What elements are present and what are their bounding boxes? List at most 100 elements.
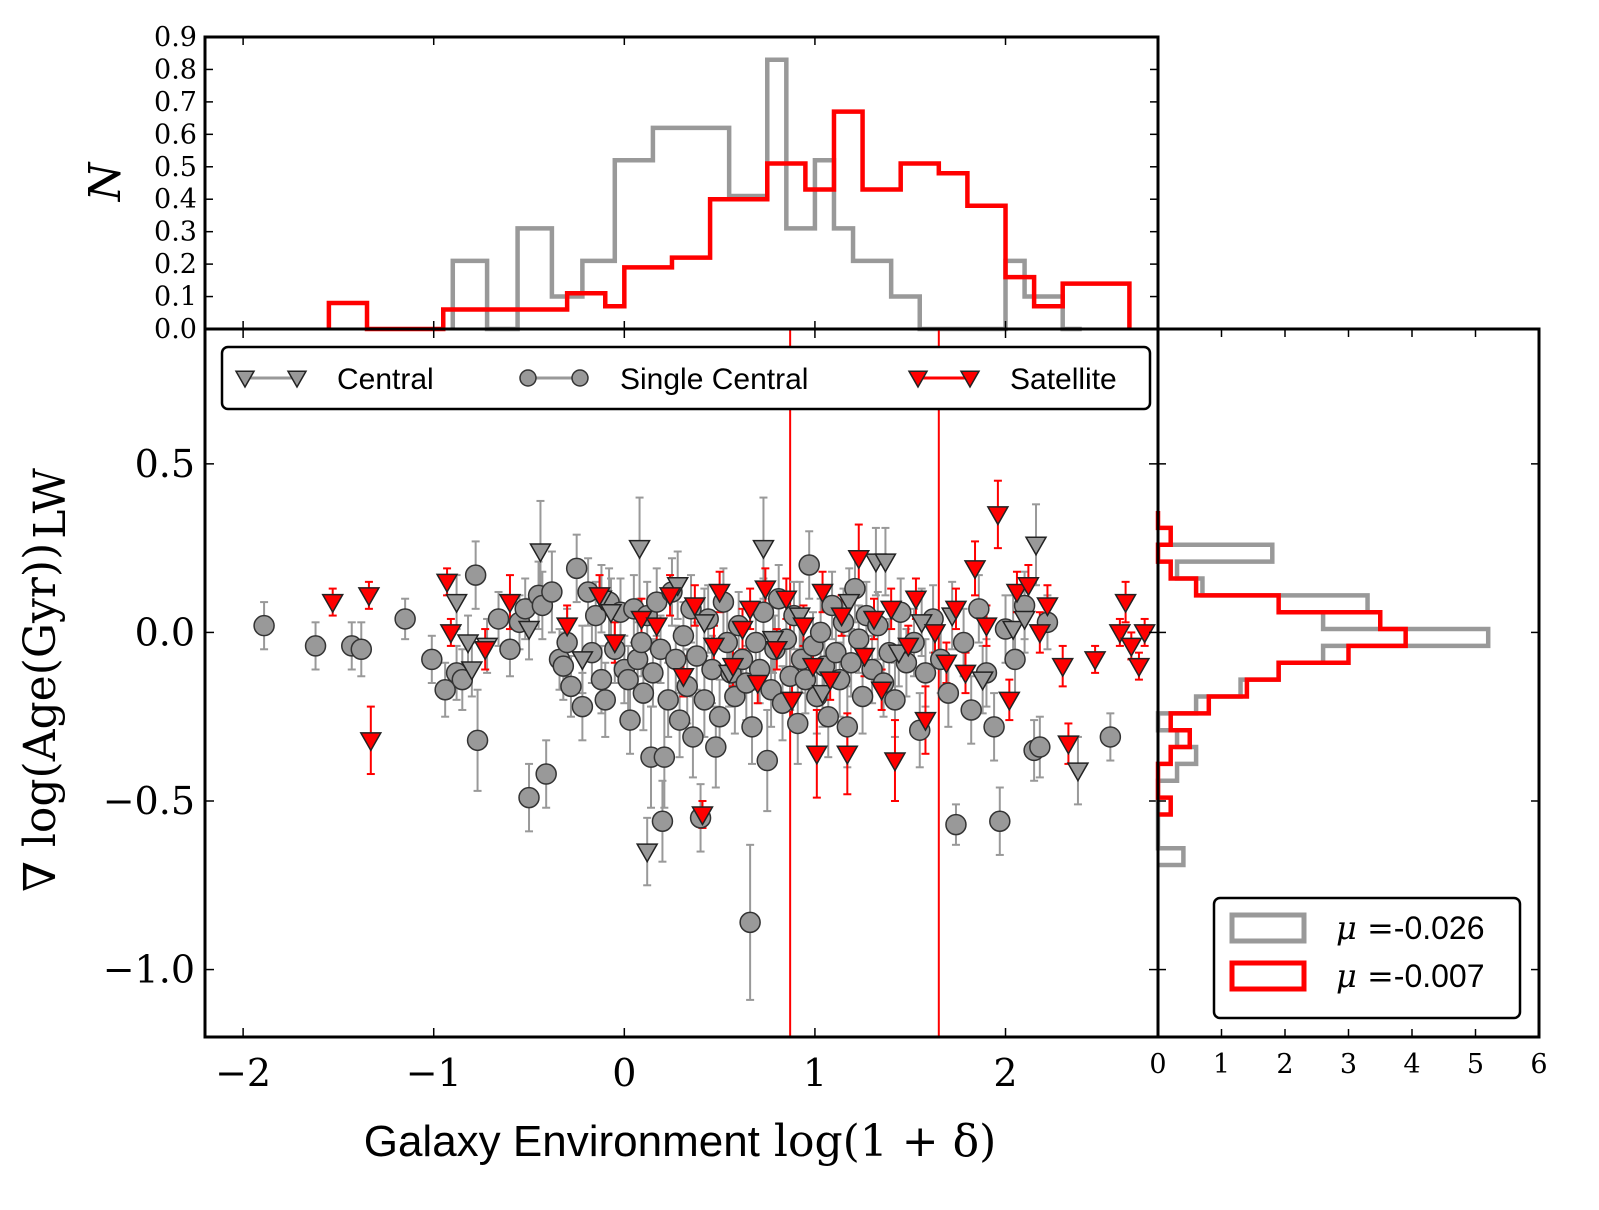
central-point <box>1024 536 1048 557</box>
legend-marker-single_central <box>519 369 537 387</box>
right-xtick-label: 3 <box>1340 1049 1357 1080</box>
top-ytick-label: 0.5 <box>154 152 197 183</box>
single_central-point <box>836 716 859 738</box>
right-legend-label-satellite_hist: μ =-0.007 <box>1336 957 1485 995</box>
satellite-point <box>746 674 770 695</box>
satellite-point <box>672 668 695 688</box>
top-hist-satellite-step <box>326 109 1132 332</box>
satellite-point <box>439 624 463 644</box>
scatter-xtick-label: −2 <box>215 1051 271 1095</box>
single_central-point <box>798 554 820 576</box>
satellite-point <box>708 583 731 604</box>
satellite-point <box>473 641 497 661</box>
satellite-point <box>954 664 977 685</box>
legend-label-satellite: Satellite <box>1010 363 1117 396</box>
satellite-point <box>1120 637 1143 658</box>
single_central-point <box>518 786 540 809</box>
right-xtick-label: 4 <box>1403 1049 1420 1080</box>
satellite-point <box>836 745 859 766</box>
satellite-point <box>935 654 958 675</box>
single_central-point <box>632 682 655 704</box>
satellite-point <box>801 657 825 678</box>
satellite-point <box>897 637 920 658</box>
scatter-ylabel-math: ∇ log(Age(Gyr)) <box>15 543 66 892</box>
satellite-point <box>862 610 886 631</box>
single_central-point <box>541 581 563 603</box>
single_central-point <box>657 689 679 711</box>
satellite-point <box>1051 657 1074 678</box>
central-point <box>1066 762 1090 783</box>
single_central-point <box>565 557 588 580</box>
right-xtick-label: 6 <box>1530 1049 1547 1080</box>
scatter-ytick-label: 0.0 <box>135 610 195 654</box>
top-ytick-label: 0.3 <box>154 217 197 248</box>
scatter-legend: Central Single Central Satellite <box>220 345 1152 411</box>
satellite-point <box>1028 624 1052 644</box>
right-histogram-xticks: 0 1 2 3 4 5 6 <box>1149 329 1548 1080</box>
single_central-point <box>817 705 840 728</box>
legend-marker-central <box>286 370 308 389</box>
right-legend-value: -0.007 <box>1394 958 1485 994</box>
satellite-point <box>818 671 842 692</box>
scatter-ytick-label: 0.5 <box>135 442 195 486</box>
central-point <box>666 576 689 597</box>
scatter-marks <box>253 506 1156 934</box>
top-hist-central-step <box>450 57 1082 332</box>
single_central-point <box>649 638 672 661</box>
satellite-point <box>883 752 907 773</box>
scatter-xtick-label: −1 <box>406 1051 462 1095</box>
single_central-point <box>645 591 668 613</box>
satellite-point <box>435 573 459 594</box>
top-histogram-frame <box>203 35 1160 331</box>
top-ytick-label: 0.0 <box>154 314 197 345</box>
top-ytick-label: 0.6 <box>154 119 197 150</box>
scatter-ytick-label: −0.5 <box>103 779 195 823</box>
top-ytick-label: 0.2 <box>154 249 197 280</box>
single_central-point <box>571 695 594 718</box>
satellite-point <box>603 634 627 655</box>
single_central-point <box>642 662 664 684</box>
single_central-point <box>825 641 847 664</box>
single_central-point <box>630 631 653 654</box>
satellite-point <box>658 587 682 607</box>
single_central-point <box>705 736 727 758</box>
satellite-point <box>975 617 998 638</box>
satellite-point <box>879 600 903 621</box>
satellite-point <box>944 600 968 621</box>
satellite-point <box>321 593 344 614</box>
scatter-xlabel: Galaxy Environment log(1 + δ) <box>364 1116 997 1167</box>
legend-label-single_central: Single Central <box>620 363 808 396</box>
scatter-xtick-label: 0 <box>612 1051 636 1095</box>
satellite-point <box>1114 593 1137 614</box>
single_central-point <box>756 749 779 772</box>
central-point <box>517 620 541 641</box>
single_central-point <box>535 763 557 785</box>
satellite-point <box>904 590 928 611</box>
satellite-point <box>792 617 815 638</box>
single_central-point <box>848 628 870 650</box>
right-legend-swatch-central_hist <box>1229 912 1307 944</box>
satellite-point <box>811 583 834 604</box>
right-xtick-label: 2 <box>1276 1049 1293 1080</box>
single_central-point <box>434 678 456 701</box>
satellite-point <box>1036 597 1059 617</box>
satellite-point <box>853 647 876 668</box>
central-point <box>599 603 623 624</box>
central-point <box>811 684 834 705</box>
central-point <box>635 843 659 864</box>
top-histogram-yticks: 0.00.10.20.30.40.50.60.70.80.9 <box>154 22 1158 345</box>
single_central-point <box>487 608 510 630</box>
central-point <box>752 539 775 560</box>
satellite-point <box>630 610 653 631</box>
single_central-point <box>968 598 990 620</box>
single_central-point <box>787 712 809 735</box>
satellite-point <box>721 657 745 678</box>
satellite-point <box>645 617 669 638</box>
satellite-point <box>754 580 777 601</box>
central-point <box>788 607 811 628</box>
central-point <box>571 651 594 671</box>
central-point <box>1013 610 1036 631</box>
satellite-point <box>1083 651 1107 671</box>
top-histogram-panel: 0.00.10.20.30.40.50.60.70.80.9 N <box>80 22 1160 345</box>
satellite-point <box>914 711 937 732</box>
